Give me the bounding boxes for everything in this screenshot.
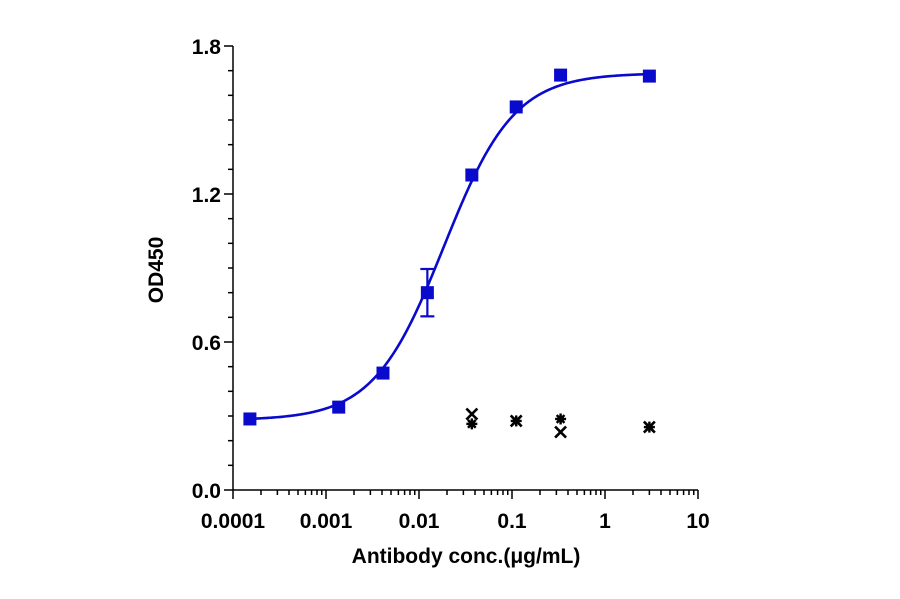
series-3 — [466, 413, 655, 433]
y-axis-title: OD450 — [145, 237, 168, 304]
data-point-asterisk — [510, 415, 522, 427]
data-point-square — [332, 400, 346, 414]
data-point-asterisk — [643, 421, 655, 433]
y-tick-label: 0.6 — [192, 332, 221, 355]
data-point-square — [509, 100, 523, 114]
data-point-asterisk — [555, 413, 567, 425]
x-tick-label: 0.001 — [300, 510, 353, 533]
x-tick-label: 0.1 — [497, 510, 527, 533]
x-tick-label: 1 — [599, 510, 611, 533]
series-1 — [243, 68, 656, 426]
data-point-square — [554, 68, 568, 82]
y-tick-label: 1.8 — [192, 36, 222, 59]
y-tick-label: 1.2 — [192, 184, 221, 207]
data-point-square — [243, 412, 257, 426]
data-point-asterisk — [466, 418, 478, 430]
data-point-square — [420, 286, 434, 300]
y-axis: 0.0 0.6 1.2 1.8 — [192, 36, 234, 503]
data-point-x — [465, 407, 479, 421]
data-point-square — [465, 168, 479, 182]
fit-curve — [249, 72, 650, 421]
x-tick-label: 0.0001 — [201, 510, 266, 533]
plot-series — [243, 68, 656, 439]
x-tick-label: 10 — [686, 510, 709, 533]
data-point-square — [376, 366, 390, 380]
x-tick-label: 0.01 — [399, 510, 440, 533]
x-axis-title: Antibody conc.(μg/mL) — [352, 545, 581, 568]
data-point-x — [554, 425, 568, 439]
data-point-square — [642, 69, 656, 83]
y-tick-label: 0.0 — [192, 480, 221, 503]
x-axis: 0.0001 0.001 0.01 0.1 1 10 — [201, 489, 710, 533]
